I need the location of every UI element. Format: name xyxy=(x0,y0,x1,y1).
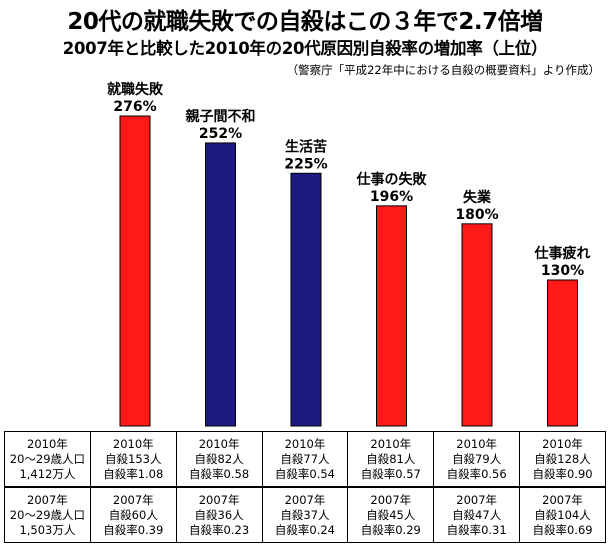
bar-category-label: 仕事の失敗 xyxy=(356,171,428,188)
table-cell-line: 自殺153人 xyxy=(105,451,162,466)
table-cell-line: 2007年 xyxy=(284,492,326,507)
table-cell-line: 自殺率0.69 xyxy=(532,522,593,537)
table-cell-line: 自殺77人 xyxy=(280,451,330,466)
table-cell-line: 2010年 xyxy=(370,436,412,451)
table-cell-line: 2007年 xyxy=(542,492,583,507)
suicide-stat-cell: 2010年 自殺77人 自殺率0.54 xyxy=(261,431,349,488)
bar-category-label: 就職失敗 xyxy=(107,81,164,98)
suicide-stat-cell: 2010年 自殺81人 自殺率0.57 xyxy=(347,431,435,488)
table-cell-line: 自殺率0.56 xyxy=(446,466,507,481)
bar-6 xyxy=(547,279,578,427)
table-cell-line: 自殺82人 xyxy=(194,451,244,466)
bar-value-label: 225% xyxy=(284,156,327,172)
table-cell-line: 1,412万人 xyxy=(19,466,76,481)
table-row: 2007年 20～29歳人口 1,503万人 2007年 自殺60人 自殺率0.39 200… xyxy=(4,486,606,543)
bar-value-label: 276% xyxy=(113,99,156,115)
table-cell-line: 2010年 xyxy=(542,436,583,451)
suicide-stat-cell: 2007年 自殺47人 自殺率0.31 xyxy=(433,486,521,543)
table-row: 2010年 20～29歳人口 1,412万人 2010年 自殺153人 自殺率1.08 20… xyxy=(4,431,606,488)
table-cell-line: 1,503万人 xyxy=(19,522,76,537)
table-cell-line: 2007年 xyxy=(112,492,154,507)
table-cell-line: 自殺36人 xyxy=(194,507,244,522)
bar-value-label: 180% xyxy=(455,207,498,223)
suicide-stat-cell: 2007年 自殺37人 自殺率0.24 xyxy=(261,486,349,543)
table-cell-line: 2010年 xyxy=(198,436,240,451)
suicide-stat-cell: 2010年 自殺128人 自殺率0.90 xyxy=(519,431,606,488)
chart-title: 20代の就職失敗での自殺はこの３年で2.7倍増 xyxy=(67,9,543,35)
table-cell-line: 自殺81人 xyxy=(366,451,416,466)
suicide-stat-cell: 2007年 自殺60人 自殺率0.39 xyxy=(89,486,177,543)
bar-category-label: 生活苦 xyxy=(285,138,327,155)
table-cell-line: 自殺104人 xyxy=(534,507,591,522)
table-cell-line: 2007年 xyxy=(27,492,68,507)
population-cell: 2007年 20～29歳人口 1,503万人 xyxy=(4,486,91,543)
table-cell-line: 2007年 xyxy=(456,492,498,507)
table-cell-line: 自殺45人 xyxy=(366,507,416,522)
bar-value-label: 130% xyxy=(541,263,584,279)
table-cell-line: 2010年 xyxy=(27,436,68,451)
table-cell-line: 自殺79人 xyxy=(452,451,502,466)
bar-1 xyxy=(119,115,151,427)
table-cell-line: 自殺率1.08 xyxy=(103,466,164,481)
table-cell-line: 2010年 xyxy=(284,436,326,451)
chart-subtitle: 2007年と比較した2010年の20代原因別自殺率の増加率（上位） xyxy=(62,39,548,58)
bar-category-label: 失業 xyxy=(463,189,492,206)
suicide-stat-cell: 2010年 自殺153人 自殺率1.08 xyxy=(89,431,177,488)
table-cell-line: 20～29歳人口 xyxy=(9,451,86,466)
bar-category-label: 親子間不和 xyxy=(186,108,256,125)
bar-value-label: 252% xyxy=(199,126,242,142)
table-cell-line: 20～29歳人口 xyxy=(9,507,86,522)
bar-4 xyxy=(376,205,407,427)
table-cell-line: 自殺128人 xyxy=(534,451,591,466)
table-cell-line: 2010年 xyxy=(456,436,498,451)
suicide-stat-cell: 2007年 自殺104人 自殺率0.69 xyxy=(519,486,606,543)
suicide-stat-cell: 2010年 自殺82人 自殺率0.58 xyxy=(175,431,263,488)
table-cell-line: 自殺率0.23 xyxy=(189,522,250,537)
bar-category-label: 仕事疲れ xyxy=(534,245,591,262)
table-cell-line: 自殺率0.39 xyxy=(103,522,164,537)
table-cell-line: 自殺率0.54 xyxy=(274,466,335,481)
suicide-stat-cell: 2007年 自殺36人 自殺率0.23 xyxy=(175,486,263,543)
table-cell-line: 自殺47人 xyxy=(452,507,502,522)
bar-value-label: 196% xyxy=(370,189,413,205)
population-cell: 2010年 20～29歳人口 1,412万人 xyxy=(4,431,91,488)
table-cell-line: 自殺60人 xyxy=(108,507,158,522)
bar-2 xyxy=(205,142,236,427)
table-cell-line: 自殺率0.31 xyxy=(446,522,507,537)
table-cell-line: 自殺率0.24 xyxy=(274,522,335,537)
bar-3 xyxy=(290,172,322,427)
bar-5 xyxy=(461,223,493,427)
table-cell-line: 自殺率0.57 xyxy=(360,466,421,481)
table-cell-line: 2010年 xyxy=(112,436,154,451)
table-cell-line: 自殺率0.90 xyxy=(532,466,593,481)
table-cell-line: 自殺率0.29 xyxy=(360,522,421,537)
suicide-stat-cell: 2007年 自殺45人 自殺率0.29 xyxy=(347,486,435,543)
source-note: （警察庁「平成22年中における自殺の概要資料」より作成） xyxy=(286,63,600,77)
data-table: 2010年 20～29歳人口 1,412万人 2010年 自殺153人 自殺率1.08 20… xyxy=(4,431,606,543)
table-cell-line: 2007年 xyxy=(198,492,240,507)
table-cell-line: 2007年 xyxy=(370,492,412,507)
table-cell-line: 自殺37人 xyxy=(280,507,330,522)
table-cell-line: 自殺率0.58 xyxy=(189,466,250,481)
suicide-stat-cell: 2010年 自殺79人 自殺率0.56 xyxy=(433,431,521,488)
